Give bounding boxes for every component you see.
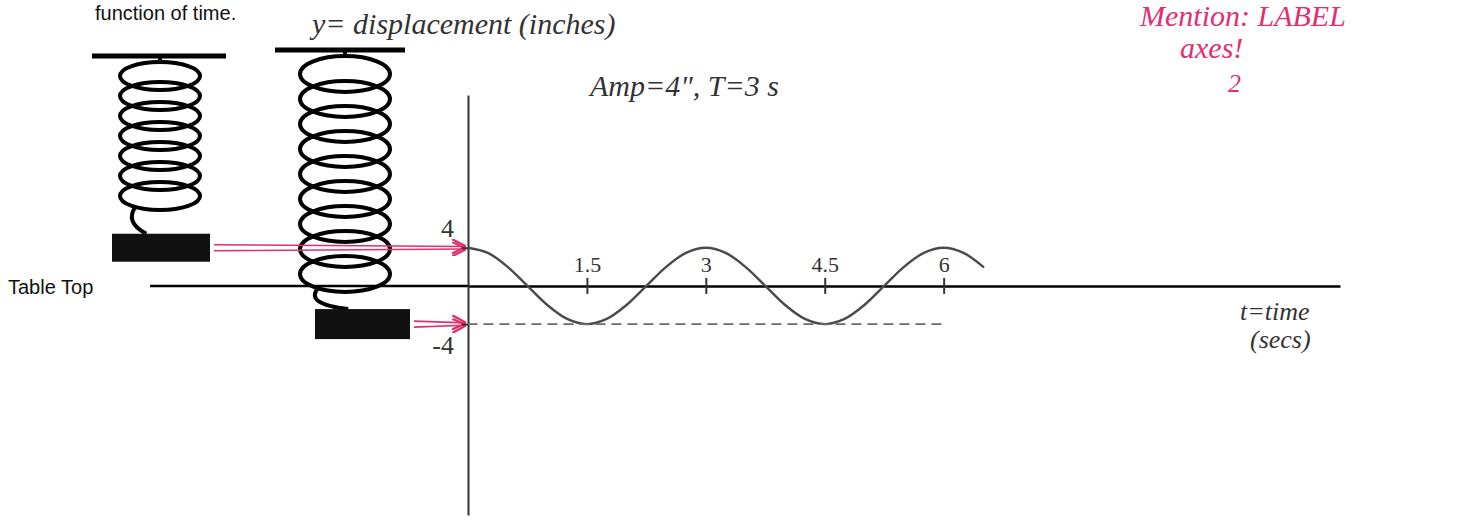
x-axis-title-line: t=time: [1240, 297, 1310, 326]
x-tick: 4.5: [811, 252, 839, 294]
spring-coil: [120, 182, 200, 210]
amplitude-period-note: Amp=4", T=3 s: [588, 69, 779, 102]
spring-tail: [315, 288, 348, 309]
mass: [112, 234, 210, 262]
y-tick-label: -4: [432, 331, 454, 360]
y-tick-label: 4: [441, 214, 454, 243]
x-axis-title: t=time(secs): [1240, 297, 1311, 354]
plot-area: [468, 248, 983, 324]
y-tick: 4: [441, 214, 468, 249]
x-tick-mark: [824, 278, 826, 294]
title: function of time.: [95, 2, 236, 24]
x-axis-title-line: (secs): [1250, 325, 1311, 354]
spring-tail: [132, 206, 146, 234]
x-tick-mark: [943, 278, 945, 294]
y-axis: 4 -4: [432, 96, 468, 516]
x-tick-label: 4.5: [811, 252, 839, 277]
score-note: 2: [1228, 69, 1241, 98]
spring-support: [275, 48, 405, 53]
pointer-arrow: [414, 321, 465, 323]
springs: [92, 50, 410, 339]
spring-coil: [300, 256, 390, 292]
displacement-curve: [468, 248, 983, 324]
mass: [315, 309, 410, 339]
spring: [275, 50, 410, 339]
y-axis-line: [468, 96, 470, 516]
y-tick-mark: [462, 324, 468, 326]
reference-line: [468, 323, 944, 325]
x-tick-mark: [705, 278, 707, 294]
texts: function of time. y= displacement (inches…: [8, 0, 1346, 354]
x-axis: 1.5 3 4.5 6: [469, 252, 1341, 294]
chart-container: 1.5 3 4.5 6 4 -4 function of time. y= displacem…: [0, 0, 1460, 523]
x-tick-label: 3: [701, 252, 712, 277]
x-axis-line: [469, 285, 1341, 288]
spring: [92, 56, 226, 262]
y-tick-mark: [462, 247, 468, 249]
y-axis-title: y= displacement (inches): [309, 7, 615, 41]
pointer-arrow: [414, 325, 465, 327]
x-tick-mark: [586, 278, 588, 294]
pointer-arrow: [214, 245, 465, 247]
chart-svg: 1.5 3 4.5 6 4 -4 function of time. y= displacem…: [0, 0, 1460, 523]
pointer-arrow: [214, 249, 465, 251]
x-tick-label: 6: [939, 252, 950, 277]
x-tick-label: 1.5: [574, 252, 602, 277]
x-tick: 6: [939, 252, 950, 294]
teacher-note: axes!: [1180, 31, 1243, 64]
table-top-label: Table Top: [8, 276, 93, 298]
y-tick: -4: [432, 325, 468, 361]
x-tick: 3: [701, 252, 712, 294]
x-tick: 1.5: [574, 252, 602, 294]
arrows: [214, 245, 465, 327]
teacher-note: Mention: LABEL: [1139, 0, 1346, 32]
